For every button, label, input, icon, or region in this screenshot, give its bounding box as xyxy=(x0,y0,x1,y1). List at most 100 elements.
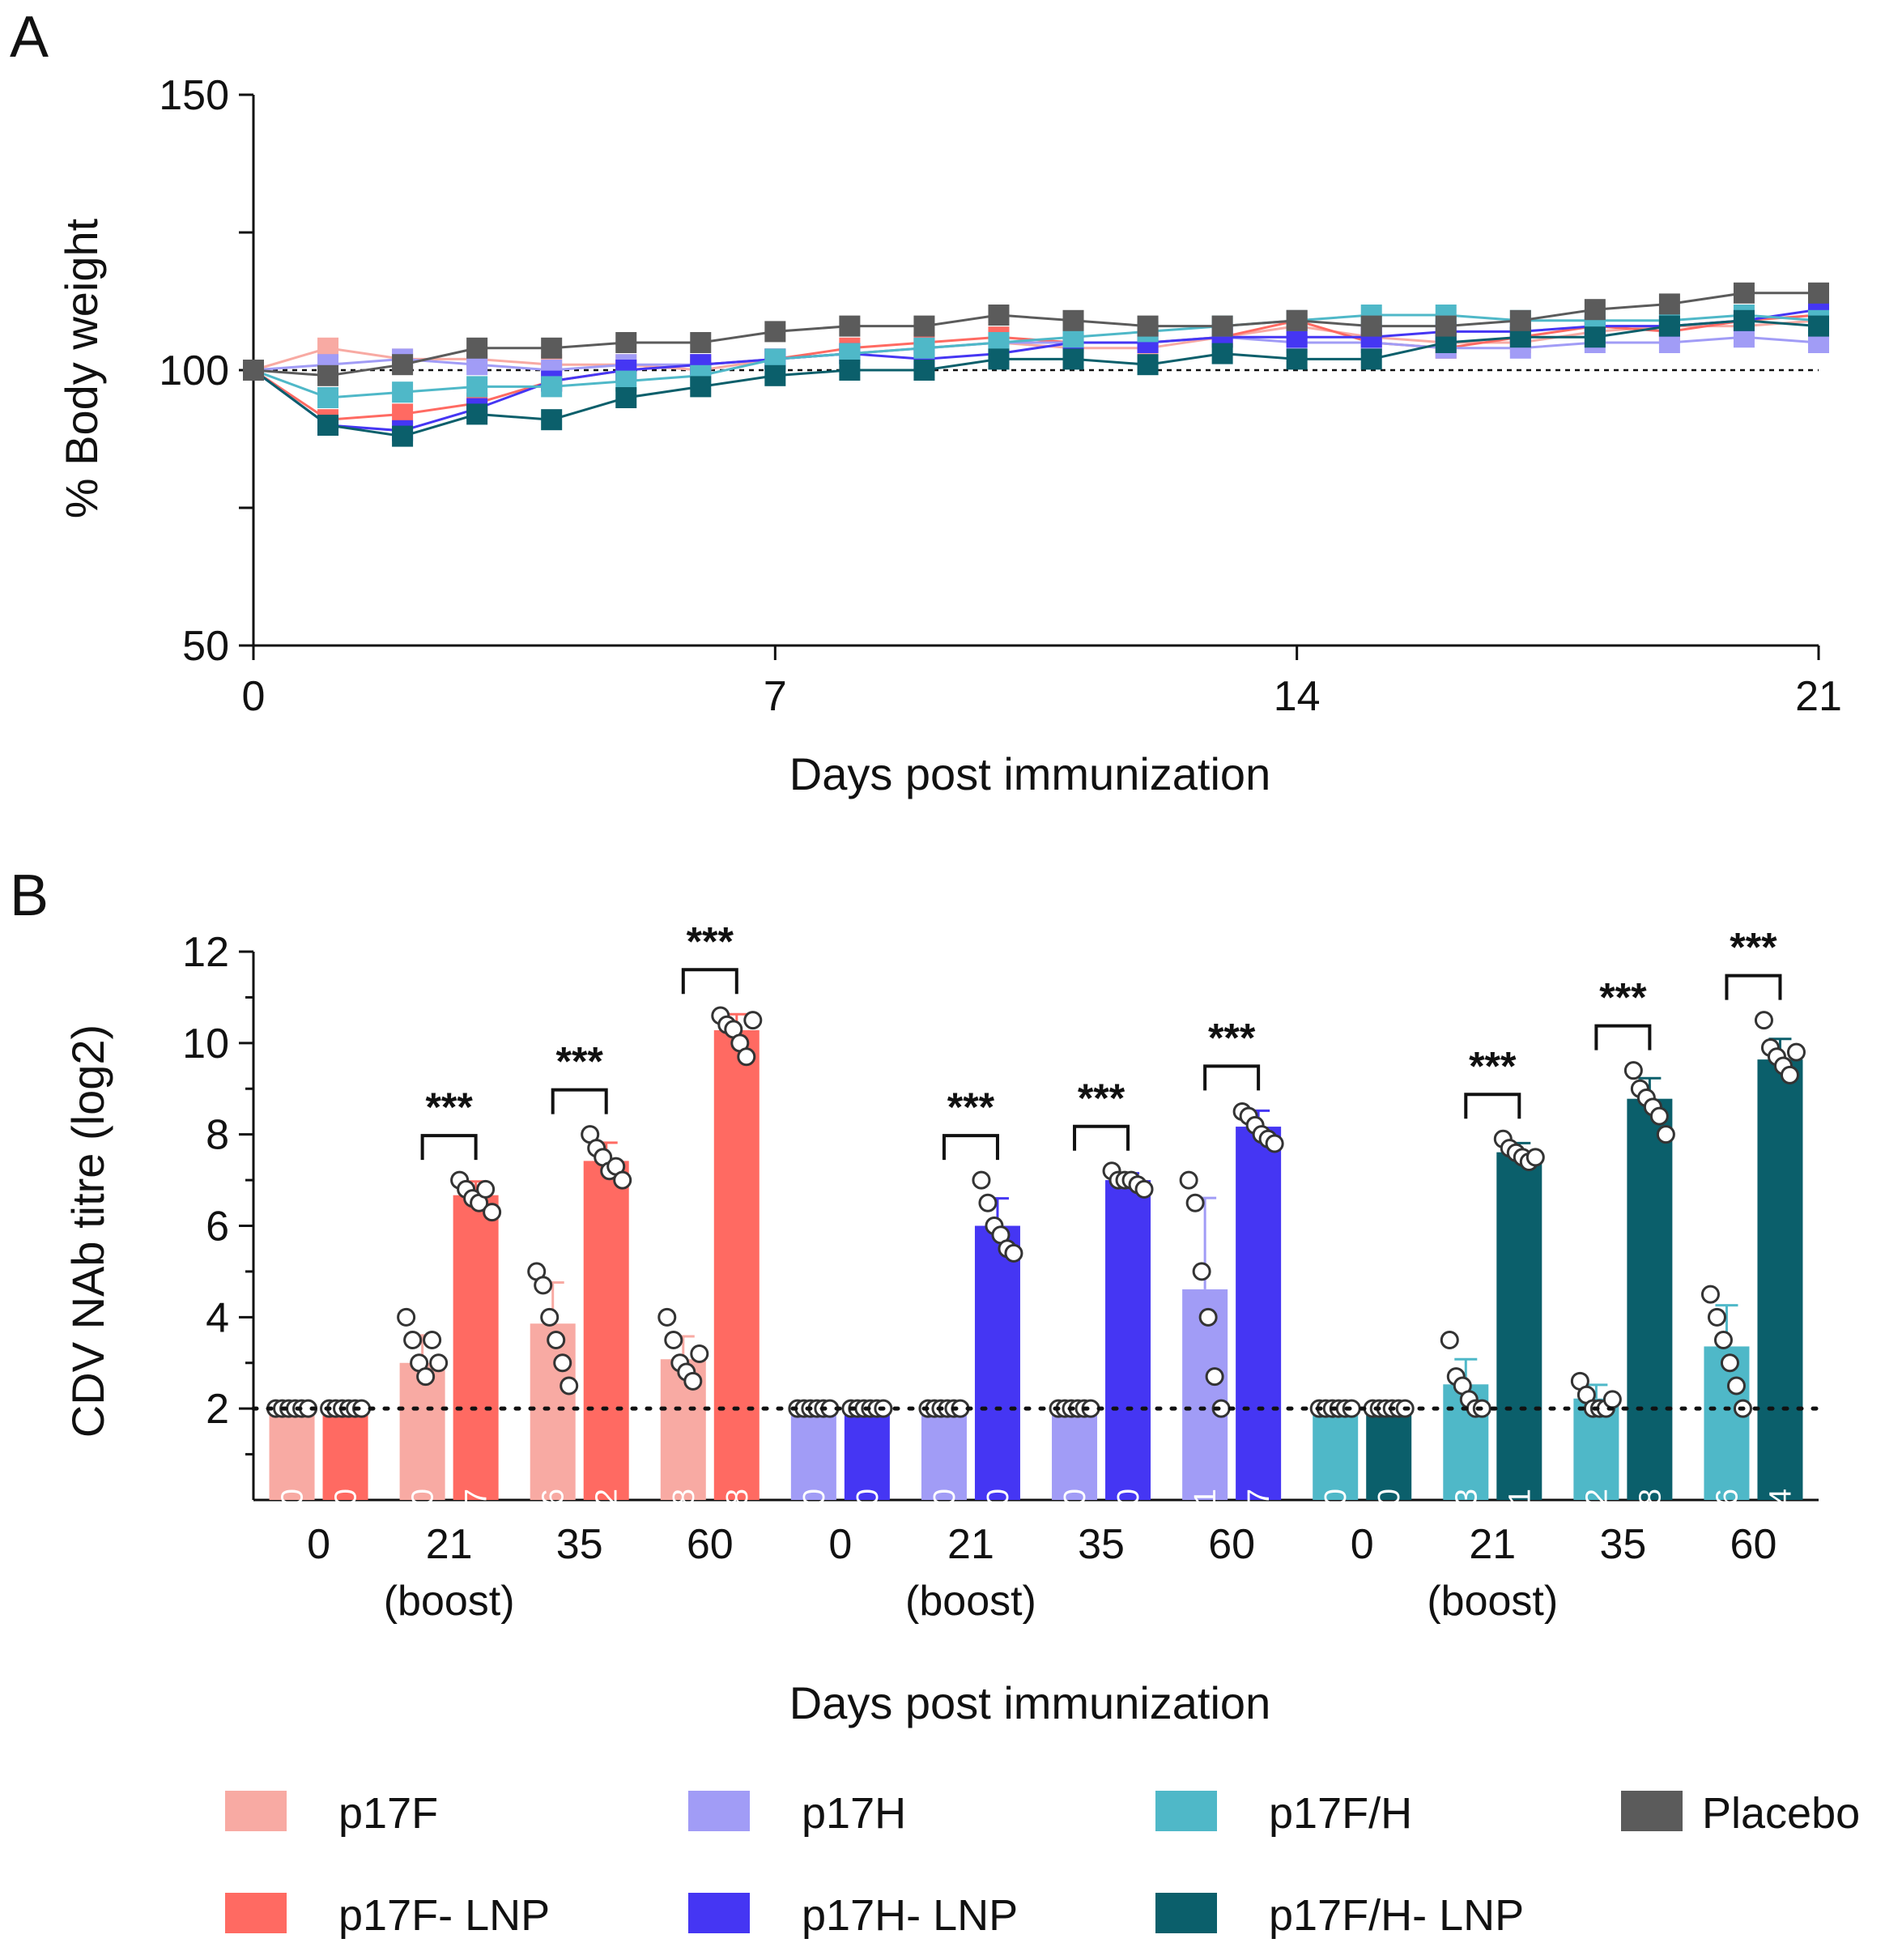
data-point-p17f-h-lnp xyxy=(317,415,339,436)
bar-value-label-nonlnp: 2.22 xyxy=(1580,1489,1614,1549)
bar-nonlnp xyxy=(1052,1408,1098,1500)
panel-b-x-sub-label: (boost) xyxy=(905,1578,1036,1625)
data-point-placebo xyxy=(1360,315,1382,337)
bar-value-label-lnp: 10.28 xyxy=(721,1489,755,1566)
data-point-nonlnp xyxy=(403,1331,423,1350)
data-point-nonlnp xyxy=(1198,1307,1218,1327)
data-point-p17f-h-lnp xyxy=(1360,348,1382,370)
data-point-placebo xyxy=(1286,309,1308,331)
panel-b-x-tick-label: 35 xyxy=(556,1521,603,1568)
panel-a-y-tick-label: 50 xyxy=(182,623,229,670)
panel-a-label: A xyxy=(10,5,49,70)
data-point-nonlnp xyxy=(423,1331,442,1350)
data-point-placebo xyxy=(392,354,414,376)
panel-b-y-tick-label: 2 xyxy=(206,1386,229,1433)
data-point-p17f-h-lnp xyxy=(1584,326,1606,348)
bar-lnp xyxy=(583,1161,629,1500)
bar-value-label-lnp: 6.67 xyxy=(460,1489,494,1549)
data-point-placebo xyxy=(1435,315,1457,337)
data-point-nonlnp xyxy=(664,1331,683,1350)
bar-value-label-nonlnp: 2.53 xyxy=(1449,1489,1483,1549)
data-point-lnp xyxy=(476,1179,496,1199)
data-point-lnp xyxy=(1004,1243,1023,1263)
data-point-lnp xyxy=(978,1193,998,1212)
data-point-lnp xyxy=(1649,1106,1669,1126)
legend-label-placebo: Placebo xyxy=(1702,1789,1860,1838)
legend-label-p17h-lnp: p17H- LNP xyxy=(802,1891,1018,1940)
data-point-nonlnp xyxy=(1440,1331,1459,1350)
bar-lnp xyxy=(322,1408,368,1500)
bar-lnp xyxy=(844,1408,890,1500)
bar-value-label-lnp: 9.64 xyxy=(1764,1489,1798,1549)
data-point-placebo xyxy=(243,360,264,381)
significance-bracket xyxy=(1203,1064,1261,1091)
legend: p17F p17H p17F/H Placebo p17F- LNP p17H- LNP p… xyxy=(225,1789,1860,1940)
bar-value-label-nonlnp: 2.00 xyxy=(928,1489,962,1549)
panel-a-y-tick-label: 150 xyxy=(159,72,229,119)
panel-a-x-axis-title: Days post immunization xyxy=(789,748,1270,799)
legend-label-p17f-h: p17F/H xyxy=(1269,1789,1412,1838)
panel-b-y-tick-label: 4 xyxy=(206,1294,229,1341)
panel-b-x-tick-label: 0 xyxy=(1351,1521,1374,1568)
bar-value-label-lnp: 6.00 xyxy=(981,1489,1015,1549)
data-point-nonlnp xyxy=(540,1307,560,1327)
legend-label-p17f-lnp: p17F- LNP xyxy=(338,1891,550,1940)
series-line-p17h-lnp xyxy=(253,308,1819,432)
panel-b-x-tick-label: 21 xyxy=(1469,1521,1516,1568)
significance-stars: *** xyxy=(1208,1015,1256,1060)
bar-lnp xyxy=(453,1195,499,1500)
bar-nonlnp xyxy=(399,1362,445,1500)
panel-b-x-tick-label: 0 xyxy=(828,1521,852,1568)
data-point-p17f-h-lnp xyxy=(690,376,712,398)
data-point-p17f-h-lnp xyxy=(1062,348,1084,370)
data-point-placebo xyxy=(1509,309,1531,331)
data-point-p17f-h xyxy=(913,337,935,359)
data-point-nonlnp xyxy=(1700,1285,1720,1304)
panel-b-x-tick-label: 0 xyxy=(307,1521,330,1568)
legend-swatch-p17f-lnp xyxy=(225,1893,287,1933)
data-point-nonlnp xyxy=(1205,1367,1224,1387)
data-point-p17f-h xyxy=(541,376,563,398)
data-point-placebo xyxy=(1062,309,1084,331)
data-point-lnp xyxy=(1623,1061,1643,1080)
bar-value-label-nonlnp: 3.86 xyxy=(537,1489,571,1549)
bar-lnp xyxy=(1496,1152,1542,1500)
data-point-nonlnp xyxy=(553,1353,572,1373)
bar-nonlnp xyxy=(1313,1408,1359,1500)
bar-value-label-nonlnp: 2.00 xyxy=(1058,1489,1092,1549)
bar-value-label-nonlnp: 3.08 xyxy=(667,1489,701,1549)
data-point-p17f-h-lnp xyxy=(764,364,786,386)
data-point-p17f-h-lnp xyxy=(988,348,1010,370)
data-point-placebo xyxy=(1733,282,1755,304)
bar-value-label-lnp: 2.00 xyxy=(330,1489,364,1549)
data-point-nonlnp xyxy=(1726,1376,1746,1395)
data-point-lnp xyxy=(1656,1125,1675,1144)
bar-value-label-lnp: 8.17 xyxy=(1242,1489,1276,1549)
series-line-p17h xyxy=(253,335,1819,372)
bar-nonlnp xyxy=(269,1408,315,1500)
panel-b-y-tick-label: 8 xyxy=(206,1112,229,1159)
data-point-nonlnp xyxy=(1192,1262,1211,1281)
data-point-lnp xyxy=(483,1203,502,1222)
bar-value-label-lnp: 7.42 xyxy=(590,1489,624,1549)
data-point-lnp xyxy=(1265,1134,1284,1153)
bar-value-label-lnp: 8.78 xyxy=(1633,1489,1667,1549)
bar-value-label-nonlnp: 2.00 xyxy=(798,1489,832,1549)
panel-b-bar-chart: CDV NAb titre (log2) Days post immunizat… xyxy=(62,918,1821,1728)
data-point-nonlnp xyxy=(534,1276,553,1295)
bar-value-label-nonlnp: 2.00 xyxy=(1319,1489,1353,1549)
significance-bracket xyxy=(1073,1124,1130,1151)
significance-bracket xyxy=(942,1134,999,1161)
data-point-placebo xyxy=(1137,315,1159,337)
data-point-p17f-h-lnp xyxy=(541,409,563,431)
data-point-nonlnp xyxy=(683,1371,703,1391)
bar-value-label-nonlnp: 3.00 xyxy=(406,1489,440,1549)
significance-stars: *** xyxy=(1469,1043,1517,1089)
data-point-p17f-h-lnp xyxy=(466,403,488,425)
bar-value-label-lnp: 2.00 xyxy=(1372,1489,1406,1549)
data-point-placebo xyxy=(839,315,861,337)
panel-a-y-tick-label: 100 xyxy=(159,347,229,394)
data-point-p17f-h-lnp xyxy=(913,360,935,381)
bar-lnp xyxy=(1757,1059,1803,1500)
panel-b-x-tick-label: 60 xyxy=(687,1521,734,1568)
